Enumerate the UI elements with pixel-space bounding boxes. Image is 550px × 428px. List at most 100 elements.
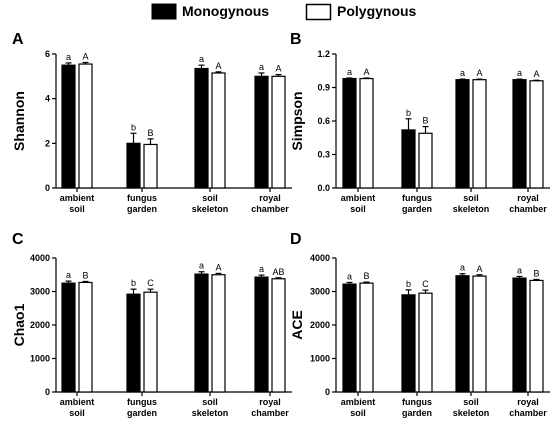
bar-polygynous xyxy=(143,291,158,393)
y-tick-label: 0.9 xyxy=(317,83,330,93)
y-axis-label: ACE xyxy=(289,310,305,340)
bar-monogynous xyxy=(401,294,416,393)
significance-label: C xyxy=(422,279,429,289)
x-tick-label: ambient xyxy=(60,193,95,203)
y-tick-label: 4 xyxy=(45,94,50,104)
significance-label: B xyxy=(363,271,369,281)
y-tick-label: 4000 xyxy=(30,253,50,263)
y-tick-label: 0 xyxy=(45,183,50,193)
significance-label: b xyxy=(131,278,136,288)
x-tick-label: garden xyxy=(402,204,432,214)
x-tick-label: chamber xyxy=(509,408,547,418)
legend-label-polygynous: Polygynous xyxy=(337,3,417,19)
y-tick-label: 2000 xyxy=(310,320,330,330)
bar-polygynous xyxy=(271,278,286,393)
bar-monogynous xyxy=(512,79,527,189)
x-tick-label: ambient xyxy=(60,397,95,407)
x-tick-label: royal xyxy=(517,193,539,203)
y-tick-label: 2 xyxy=(45,138,50,148)
x-tick-label: chamber xyxy=(509,204,547,214)
x-tick-label: fungus xyxy=(402,397,432,407)
bar-monogynous xyxy=(126,293,141,393)
y-tick-label: 0 xyxy=(325,387,330,397)
y-tick-label: 1000 xyxy=(310,354,330,364)
y-tick-label: 1000 xyxy=(30,354,50,364)
significance-label: a xyxy=(347,67,352,77)
y-tick-label: 6 xyxy=(45,49,50,59)
significance-label: A xyxy=(476,264,482,274)
bar-polygynous xyxy=(78,281,93,393)
significance-label: A xyxy=(363,67,369,77)
significance-label: b xyxy=(406,279,411,289)
significance-label: a xyxy=(460,263,465,273)
x-tick-label: soil xyxy=(69,204,85,214)
x-tick-label: skeleton xyxy=(192,204,229,214)
bar-monogynous xyxy=(342,77,357,189)
bar-polygynous xyxy=(359,77,374,189)
x-tick-label: soil xyxy=(463,193,479,203)
x-tick-label: garden xyxy=(127,204,157,214)
significance-label: B xyxy=(533,268,539,278)
bar-polygynous xyxy=(418,292,433,393)
x-tick-label: fungus xyxy=(402,193,432,203)
x-tick-label: chamber xyxy=(251,408,289,418)
x-tick-label: chamber xyxy=(251,204,289,214)
significance-label: A xyxy=(476,68,482,78)
bar-polygynous xyxy=(271,75,286,189)
x-tick-label: skeleton xyxy=(453,204,490,214)
bar-polygynous xyxy=(211,72,226,189)
significance-label: C xyxy=(147,278,154,288)
significance-label: a xyxy=(199,54,204,64)
panel-letter: B xyxy=(290,31,302,48)
panel-letter: A xyxy=(12,31,24,48)
y-tick-label: 3000 xyxy=(30,287,50,297)
bar-monogynous xyxy=(61,64,76,189)
y-tick-label: 4000 xyxy=(310,253,330,263)
significance-label: a xyxy=(259,62,264,72)
bar-monogynous xyxy=(512,277,527,393)
x-tick-label: soil xyxy=(202,193,218,203)
bar-monogynous xyxy=(401,129,416,189)
y-tick-label: 0 xyxy=(45,387,50,397)
x-tick-label: royal xyxy=(259,397,281,407)
bar-monogynous xyxy=(126,142,141,189)
x-tick-label: royal xyxy=(517,397,539,407)
significance-label: B xyxy=(82,270,88,280)
legend-swatch-polygynous xyxy=(305,3,332,21)
significance-label: a xyxy=(259,264,264,274)
significance-label: B xyxy=(422,116,428,126)
bar-polygynous xyxy=(143,143,158,189)
y-tick-label: 2000 xyxy=(30,320,50,330)
x-tick-label: ambient xyxy=(341,193,376,203)
bar-monogynous xyxy=(455,275,470,393)
bar-monogynous xyxy=(194,67,209,189)
x-tick-label: ambient xyxy=(341,397,376,407)
x-tick-label: soil xyxy=(350,408,366,418)
y-tick-label: 0.0 xyxy=(317,183,330,193)
legend-swatch-monogynous xyxy=(151,3,177,20)
panel-letter: D xyxy=(290,231,302,248)
y-tick-label: 3000 xyxy=(310,287,330,297)
significance-label: A xyxy=(215,61,221,71)
y-tick-label: 1.2 xyxy=(317,49,330,59)
y-axis-label: Simpson xyxy=(289,91,305,150)
significance-label: A xyxy=(82,51,88,61)
significance-label: A xyxy=(533,69,539,79)
x-tick-label: skeleton xyxy=(192,408,229,418)
significance-label: a xyxy=(460,68,465,78)
bar-polygynous xyxy=(359,282,374,393)
significance-label: a xyxy=(347,271,352,281)
bar-monogynous xyxy=(254,276,269,393)
bar-monogynous xyxy=(254,75,269,189)
x-tick-label: royal xyxy=(259,193,281,203)
bar-polygynous xyxy=(529,279,544,393)
x-tick-label: garden xyxy=(127,408,157,418)
significance-label: A xyxy=(215,262,221,272)
x-tick-label: soil xyxy=(350,204,366,214)
significance-label: b xyxy=(406,108,411,118)
